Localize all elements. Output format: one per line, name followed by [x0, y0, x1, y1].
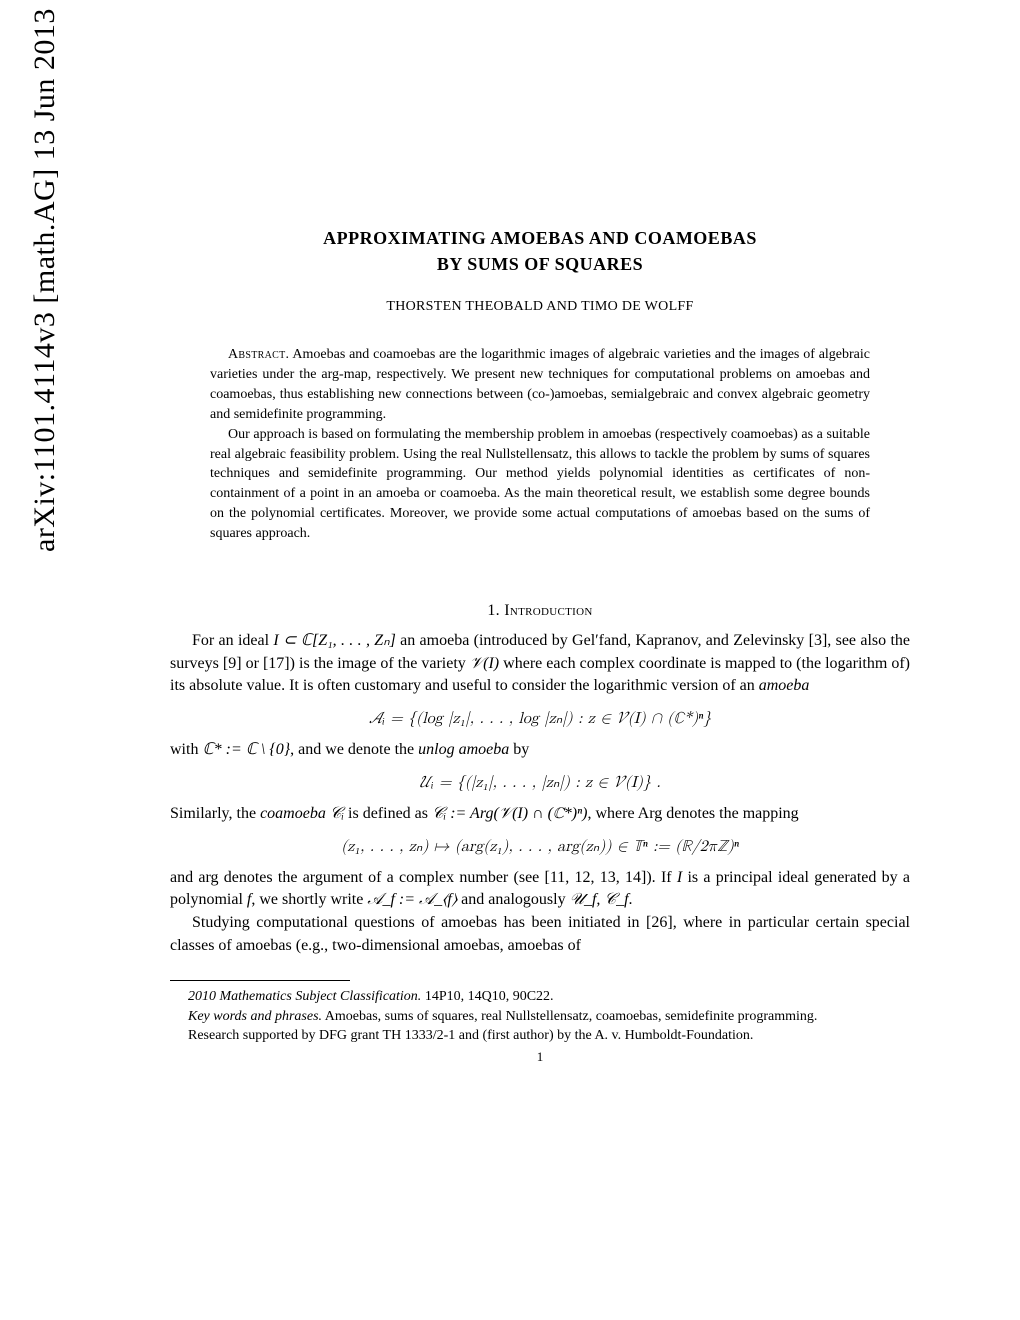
p4-math-3: 𝒜_f := 𝒜_⟨f⟩ — [367, 891, 457, 908]
authors: THORSTEN THEOBALD AND TIMO DE WOLFF — [170, 299, 910, 315]
intro-para-4: and arg denotes the argument of a comple… — [170, 867, 910, 912]
eq3-content: (z₁, . . . , zₙ) ↦ (arg(z₁), . . . , arg… — [341, 839, 739, 855]
p3-text-3: , where Arg denotes the mapping — [587, 805, 798, 822]
page-number: 1 — [170, 1049, 910, 1065]
abstract: Abstract. Amoebas and coamoebas are the … — [210, 345, 870, 544]
p2-text-1: with — [170, 741, 202, 758]
p2-text-3: by — [509, 741, 529, 758]
arxiv-watermark: arXiv:1101.4114v3 [math.AG] 13 Jun 2013 — [28, 8, 62, 552]
p4-text-3: , we shortly write — [251, 891, 367, 908]
support-footnote: Research supported by DFG grant TH 1333/… — [170, 1026, 910, 1045]
title-line-2: BY SUMS OF SQUARES — [437, 254, 643, 274]
p1-text-1: For an ideal — [192, 632, 273, 649]
abstract-para-2: Our approach is based on formulating the… — [210, 425, 870, 544]
equation-1: 𝒜ᵢ = {(log |z₁|, . . . , log |zₙ|) : z ∈… — [170, 708, 910, 729]
p2-emph: unlog amoeba — [418, 741, 509, 758]
msc-codes: 14P10, 14Q10, 90C22. — [421, 989, 553, 1004]
msc-footnote: 2010 Mathematics Subject Classification.… — [170, 987, 910, 1006]
msc-label: 2010 Mathematics Subject Classification. — [188, 989, 421, 1004]
section-1-heading: 1. Introduction — [170, 602, 910, 620]
p3-text-1: Similarly, the — [170, 805, 260, 822]
keywords-text: Amoebas, sums of squares, real Nullstell… — [322, 1009, 817, 1024]
equation-3: (z₁, . . . , zₙ) ↦ (arg(z₁), . . . , arg… — [170, 836, 910, 857]
section-1-body: For an ideal I ⊂ ℂ[Z₁, . . . , Zₙ] an am… — [170, 630, 910, 698]
eq2-content: 𝒰ᵢ = {(|z₁|, . . . , |zₙ|) : z ∈ 𝒱(I)} . — [419, 775, 661, 791]
abstract-label: Abstract. — [228, 347, 289, 362]
keywords-label: Key words and phrases. — [188, 1009, 322, 1024]
p1-math-1: I ⊂ ℂ[Z₁, . . . , Zₙ] — [273, 632, 395, 649]
intro-para-2-wrap: with ℂ* := ℂ \ {0}, and we denote the un… — [170, 739, 910, 762]
p4-text-5: . — [629, 891, 633, 908]
intro-para-2: with ℂ* := ℂ \ {0}, and we denote the un… — [170, 739, 910, 762]
paper-title: APPROXIMATING AMOEBAS AND COAMOEBAS BY S… — [170, 225, 910, 277]
footnotes: 2010 Mathematics Subject Classification.… — [170, 980, 910, 1045]
intro-para-5: Studying computational questions of amoe… — [170, 912, 910, 957]
p1-emph: amoeba — [759, 677, 810, 694]
title-line-1: APPROXIMATING AMOEBAS AND COAMOEBAS — [323, 228, 757, 248]
p3-emph: coamoeba — [260, 805, 326, 822]
p2-math-1: ℂ* := ℂ \ {0} — [202, 741, 290, 758]
intro-para-1: For an ideal I ⊂ ℂ[Z₁, . . . , Zₙ] an am… — [170, 630, 910, 698]
p1-math-2: 𝒱(I) — [470, 655, 499, 672]
eq1-content: 𝒜ᵢ = {(log |z₁|, . . . , log |zₙ|) : z ∈… — [369, 711, 712, 727]
p4-math-4: 𝒰_f, 𝒞_f — [570, 891, 629, 908]
abstract-text-1: Amoebas and coamoebas are the logarithmi… — [210, 347, 870, 422]
intro-para-3-wrap: Similarly, the coamoeba 𝒞ᵢ is defined as… — [170, 803, 910, 826]
p4-text-1: and arg denotes the argument of a comple… — [170, 869, 677, 886]
page-content: APPROXIMATING AMOEBAS AND COAMOEBAS BY S… — [170, 225, 910, 1065]
abstract-para-1: Abstract. Amoebas and coamoebas are the … — [210, 345, 870, 425]
p4-text-4: and analogously — [457, 891, 569, 908]
p3-text-2: is defined as — [344, 805, 432, 822]
footnote-rule — [170, 980, 350, 981]
p3-math-2: 𝒞ᵢ := Arg(𝒱(I) ∩ (ℂ*)ⁿ) — [432, 805, 587, 822]
p3-math-1: 𝒞ᵢ — [326, 805, 344, 822]
intro-para-3: Similarly, the coamoeba 𝒞ᵢ is defined as… — [170, 803, 910, 826]
keywords-footnote: Key words and phrases. Amoebas, sums of … — [170, 1007, 910, 1026]
equation-2: 𝒰ᵢ = {(|z₁|, . . . , |zₙ|) : z ∈ 𝒱(I)} . — [170, 772, 910, 793]
intro-para-4-5-wrap: and arg denotes the argument of a comple… — [170, 867, 910, 958]
p2-text-2: , and we denote the — [290, 741, 418, 758]
